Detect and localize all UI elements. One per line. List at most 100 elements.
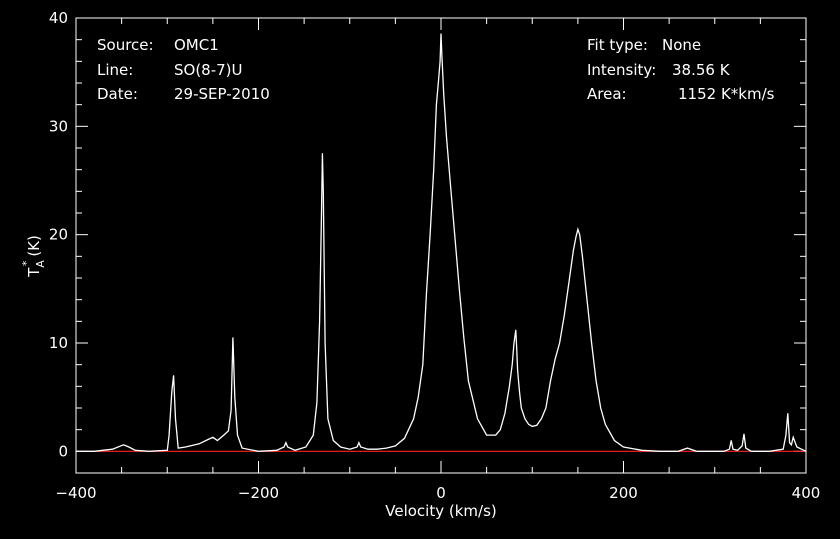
spectrum-point bbox=[568, 283, 570, 284]
spectrum-point bbox=[287, 446, 289, 448]
intensity-value: 38.56 K bbox=[672, 61, 731, 79]
spectrum-point bbox=[429, 234, 431, 236]
spectrum-point bbox=[349, 448, 351, 450]
spectrum-point bbox=[441, 55, 443, 57]
spectrum-point bbox=[112, 448, 113, 450]
spectrum-point bbox=[358, 442, 360, 444]
spectrum-point bbox=[559, 342, 561, 344]
spectrum-point bbox=[413, 418, 415, 420]
y-axis-label-main: T bbox=[25, 267, 43, 278]
spectrum-point bbox=[563, 315, 565, 317]
spectrum-point bbox=[486, 434, 488, 436]
spectrum-point bbox=[511, 364, 513, 366]
spectrum-point bbox=[641, 449, 643, 451]
spectrum-point bbox=[769, 450, 770, 452]
spectrum-point bbox=[227, 430, 229, 432]
spectrum-point bbox=[230, 409, 232, 411]
spectrum-point bbox=[787, 413, 789, 414]
date-value: 29-SEP-2010 bbox=[174, 85, 270, 103]
y-tick-label: 40 bbox=[49, 9, 68, 27]
spectrum-point bbox=[572, 250, 574, 252]
y-tick-label: 20 bbox=[49, 226, 68, 244]
spectrum-point bbox=[515, 329, 517, 331]
spectrum-point bbox=[545, 407, 547, 409]
spectrum-point bbox=[433, 169, 435, 171]
line-value: SO(8-7)U bbox=[174, 61, 243, 79]
spectrum-point bbox=[743, 433, 745, 435]
spectrum-point bbox=[285, 442, 287, 444]
spectrum-point bbox=[327, 418, 329, 420]
spectrum-point bbox=[449, 180, 451, 181]
spectrum-point bbox=[745, 447, 747, 449]
spectrum-point bbox=[540, 418, 542, 420]
spectrum-point bbox=[356, 446, 358, 448]
spectrum-point bbox=[322, 190, 324, 192]
spectrum-point bbox=[385, 447, 387, 449]
spectrum-point bbox=[524, 418, 526, 420]
spectrum-point bbox=[436, 104, 437, 106]
spectrum-point bbox=[477, 418, 478, 420]
y-axis-label-text: TA* (K) bbox=[20, 235, 47, 278]
spectrum-point bbox=[198, 443, 200, 445]
spectrum-point bbox=[520, 407, 522, 409]
spectrum-point bbox=[577, 228, 579, 230]
spectrum-point bbox=[600, 407, 602, 409]
spectrum-point bbox=[528, 423, 529, 425]
spectrum-point bbox=[613, 440, 615, 441]
source-value: OMC1 bbox=[174, 36, 219, 54]
spectrum-point bbox=[536, 424, 538, 426]
spectrum-point bbox=[75, 450, 77, 452]
x-tick-label: −400 bbox=[55, 484, 96, 502]
x-tick-label: 400 bbox=[792, 484, 821, 502]
spectrum-point bbox=[168, 434, 170, 436]
spectrum-point bbox=[321, 153, 323, 154]
spectrum-point bbox=[579, 234, 581, 236]
spectrum-point bbox=[258, 450, 259, 452]
spectrum-point bbox=[805, 450, 807, 452]
spectrum-point bbox=[439, 60, 441, 62]
spectrum-point bbox=[437, 82, 439, 84]
spectrum-point bbox=[792, 436, 794, 438]
spectrum-point bbox=[332, 440, 334, 441]
spectrum-point bbox=[575, 236, 577, 238]
spectrum-point bbox=[232, 337, 234, 338]
spectrum-point bbox=[207, 439, 209, 440]
y-axis-label-unit: (K) bbox=[25, 235, 43, 257]
x-tick-label: 0 bbox=[436, 484, 446, 502]
spectrum-point bbox=[696, 450, 697, 452]
spectrum-point bbox=[723, 450, 725, 452]
area-value: 1152 K*km/s bbox=[678, 85, 775, 103]
spectrum-point bbox=[312, 434, 314, 436]
spectrum-point bbox=[454, 234, 456, 236]
spectrum-point bbox=[586, 299, 588, 301]
spectrum-point bbox=[319, 320, 321, 322]
spectrum-point bbox=[283, 446, 285, 448]
spectrum-point bbox=[305, 446, 307, 448]
spectrum-point bbox=[422, 364, 424, 366]
spectrum-point bbox=[499, 429, 501, 431]
spectrum-point bbox=[789, 442, 790, 444]
spectrum-point bbox=[463, 337, 465, 338]
spectrum-point bbox=[426, 293, 427, 295]
spectrum-point bbox=[148, 450, 150, 452]
spectrum-point bbox=[623, 446, 624, 448]
spectrum-point bbox=[175, 418, 176, 420]
spectrum-point bbox=[93, 450, 95, 452]
date-label: Date: bbox=[97, 85, 138, 103]
spectrum-point bbox=[394, 445, 396, 447]
spectrum-point bbox=[714, 450, 716, 452]
spectrum-point bbox=[440, 33, 442, 34]
spectrum-point bbox=[504, 413, 506, 414]
spectrum-point bbox=[517, 369, 519, 371]
spectrum-point bbox=[166, 449, 168, 451]
spectrum-point bbox=[294, 449, 296, 451]
spectrum-point bbox=[237, 434, 238, 436]
line-label: Line: bbox=[97, 61, 133, 79]
spectrum-point bbox=[212, 436, 214, 438]
spectrum-point bbox=[509, 385, 510, 387]
y-tick-label: 0 bbox=[58, 442, 68, 460]
points-layer bbox=[75, 33, 807, 452]
spectrum-point bbox=[732, 448, 734, 450]
